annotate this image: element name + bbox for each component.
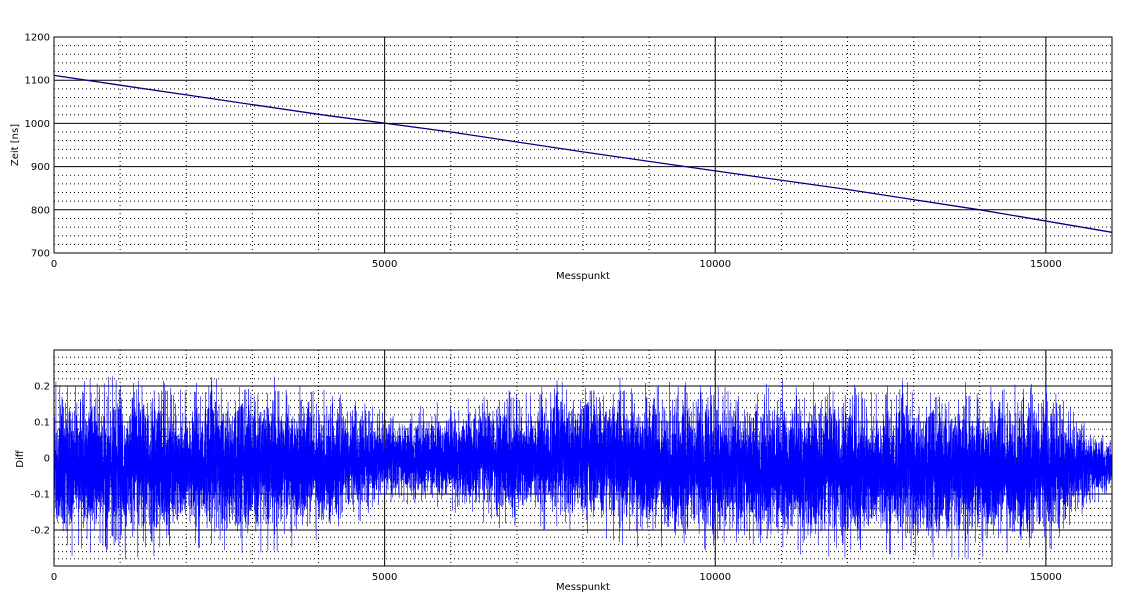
y-tick-label: 800 xyxy=(31,205,50,216)
plot-frame xyxy=(53,36,1113,254)
plot-frame xyxy=(53,349,1113,567)
x-tick-label: 15000 xyxy=(1030,572,1062,583)
major-grid xyxy=(54,37,1112,253)
tick-labels: 0 5000 10000 15000 -0.2 -0.1 0 0.1 0.2 xyxy=(30,382,1061,584)
series-line xyxy=(53,376,1113,560)
series-layer xyxy=(53,74,1113,233)
y-tick-label: 0.1 xyxy=(34,418,50,429)
y-tick-label: 700 xyxy=(31,249,50,260)
x-tick-label: 5000 xyxy=(372,259,397,270)
y-tick-label: 1000 xyxy=(25,119,50,130)
x-tick-label: 10000 xyxy=(699,259,731,270)
y-tick-label: 0 xyxy=(44,454,50,465)
series-line xyxy=(53,74,1113,233)
tick-labels: 0 5000 10000 15000 700 800 900 1000 1100 1200 xyxy=(25,33,1062,271)
x-tick-label: 10000 xyxy=(699,572,731,583)
y-axis-label: Diff xyxy=(15,449,26,467)
y-tick-label: -0.1 xyxy=(30,490,50,501)
chart-time-plot: 0 5000 10000 15000 700 800 900 1000 1100 1200 Mes… xyxy=(10,33,1113,282)
y-tick-label: -0.2 xyxy=(30,526,50,537)
x-axis-label: Messpunkt xyxy=(556,271,610,282)
x-tick-label: 0 xyxy=(51,572,57,583)
x-tick-label: 5000 xyxy=(372,572,397,583)
chart-diff-plot: 0 5000 10000 15000 -0.2 -0.1 0 0.1 0.2 Messpunkt… xyxy=(15,349,1113,593)
minor-grid xyxy=(54,37,1112,253)
y-tick-label: 1200 xyxy=(25,33,50,44)
y-tick-label: 0.2 xyxy=(34,382,50,393)
x-tick-label: 15000 xyxy=(1030,259,1062,270)
x-tick-label: 0 xyxy=(51,259,57,270)
series-layer xyxy=(53,376,1113,560)
y-axis-label: Zeit [ns] xyxy=(10,124,21,166)
y-tick-label: 1100 xyxy=(25,76,50,87)
y-tick-label: 900 xyxy=(31,162,50,173)
x-axis-label: Messpunkt xyxy=(556,582,610,593)
